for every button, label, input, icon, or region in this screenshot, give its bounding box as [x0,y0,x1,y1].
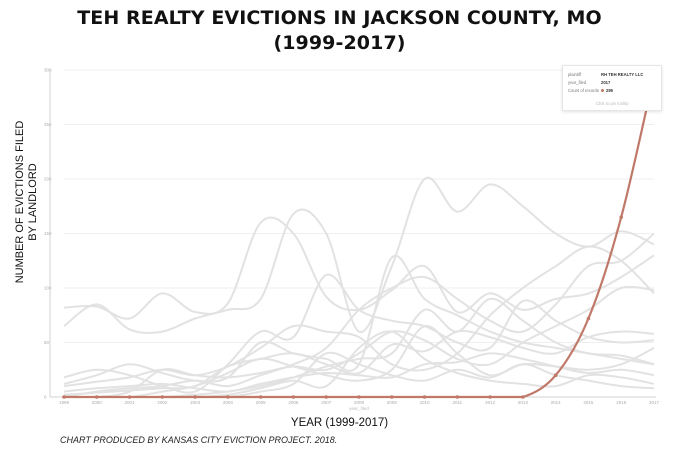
highlight-point-2002 [160,395,165,399]
tooltip-count-value: 295 [601,88,613,94]
y-tick-label-250: 250 [44,122,52,127]
highlight-point-2013 [521,395,525,399]
highlight-point-2008 [357,395,361,399]
tooltip-hint: Click to pin tooltip [595,101,629,106]
x-tick-label-2002: 2002 [157,400,168,405]
x-tick-label-2008: 2008 [354,400,365,405]
tooltip[interactable]: plaintiff RH TEH REALTY LLC year_filed 2… [562,65,662,111]
x-tick-label-2000: 2000 [92,400,103,405]
x-tick-label-2011: 2011 [452,400,462,405]
highlight-point-2012 [488,395,492,399]
x-tick-label-2010: 2010 [420,400,431,405]
highlight-point-2010 [422,395,427,399]
highlight-point-2004 [226,395,230,399]
x-tick-label-2006: 2006 [288,400,299,405]
background-series-line-6 [63,232,655,398]
highlight-point-2016 [619,215,624,219]
background-series-line-7 [64,285,655,398]
y-tick-label-50: 50 [44,340,50,345]
y-tick-label-300: 300 [44,68,52,73]
chart-title: TEH REALTY EVICTIONS IN JACKSON COUNTY, … [0,6,679,56]
x-axis-caption: year_filed [349,406,369,411]
chart-title-line-2: (1999-2017) [273,32,406,54]
highlight-point-2005 [258,395,263,399]
tooltip-plaintiff-value: RH TEH REALTY LLC [601,72,644,77]
tooltip-count-number: 295 [606,88,613,93]
tooltip-year-key: year_filed [568,80,587,85]
x-axis-label: YEAR (1999-2017) [290,417,389,429]
y-tick-label-200: 200 [44,177,52,182]
x-tick-label-2013: 2013 [518,400,529,405]
highlight-point-2001 [127,395,132,399]
x-tick-label-2012: 2012 [485,400,496,405]
highlight-point-1999 [62,395,66,399]
y-tick-label-100: 100 [44,286,52,291]
background-series-line-1 [63,216,655,320]
x-tick-label-2007: 2007 [321,400,332,405]
highlight-point-2011 [455,395,460,399]
tooltip-year-value: 2017 [601,80,611,85]
y-tick-label-0: 0 [44,395,47,400]
x-tick-label-2009: 2009 [387,400,398,405]
y-axis-label-line-2: BY LANDLORD [27,163,39,241]
x-tick-label-2015: 2015 [583,400,594,405]
highlight-series-line [64,75,656,399]
highlight-point-2003 [193,395,197,399]
x-tick-label-2016: 2016 [616,400,627,405]
tooltip-plaintiff-key: plaintiff [568,72,582,77]
chart-credit: CHART PRODUCED BY KANSAS CITY EVICTION P… [60,435,338,445]
highlight-point-2009 [389,395,394,399]
x-tick-label-2017: 2017 [649,400,660,405]
highlight-point-2000 [94,395,99,399]
x-tick-label-1999: 1999 [59,400,70,405]
chart-title-line-1: TEH REALTY EVICTIONS IN JACKSON COUNTY, … [77,7,602,29]
y-axis-label-line-1: NUMBER OF EVICTIONS FILED [14,120,26,284]
x-tick-label-2004: 2004 [223,400,234,405]
highlight-point-2014 [553,373,558,378]
highlight-point-2007 [324,395,329,399]
y-tick-label-150: 150 [44,231,52,236]
x-tick-label-2005: 2005 [256,400,267,405]
background-series-line-8 [63,330,655,396]
highlight-point-2015 [586,316,591,321]
tooltip-count-key: Count of records [568,88,599,93]
x-tick-label-2014: 2014 [551,400,562,405]
series-color-swatch-icon [601,89,604,93]
background-series-line-2 [63,176,655,334]
highlight-point-2006 [291,395,296,399]
background-series-line-13 [63,352,655,393]
x-tick-label-2003: 2003 [190,400,201,405]
x-tick-label-2001: 2001 [125,400,136,405]
